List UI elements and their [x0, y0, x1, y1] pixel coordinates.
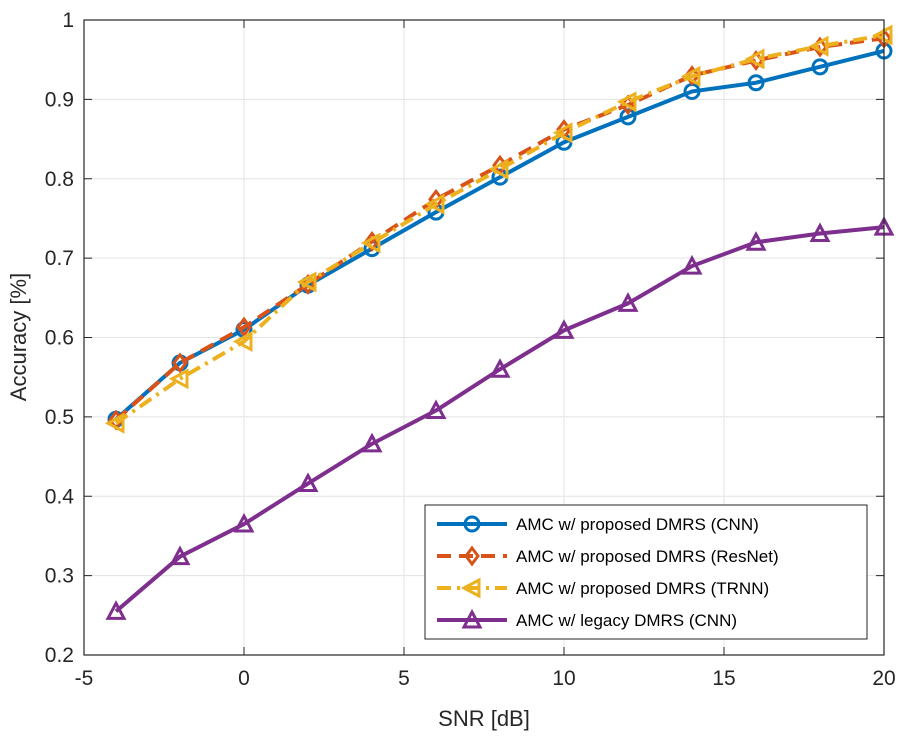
data-point — [745, 231, 767, 251]
y-tick-label: 0.7 — [45, 247, 74, 270]
series-layer — [104, 24, 895, 620]
legend-entry: AMC w/ legacy DMRS (CNN) — [437, 608, 737, 630]
data-point — [616, 91, 637, 113]
legend-label: AMC w/ legacy DMRS (CNN) — [516, 611, 737, 630]
legend-entry: AMC w/ proposed DMRS (CNN) — [437, 515, 759, 534]
x-tick-label: 5 — [398, 667, 410, 690]
axis-ticks — [83, 19, 885, 656]
x-tick-label: 10 — [552, 667, 575, 690]
x-tick-label: 20 — [872, 667, 895, 690]
data-point — [104, 412, 125, 434]
data-point — [681, 254, 703, 275]
data-point — [425, 399, 447, 420]
data-point — [361, 432, 383, 453]
legend-entry: AMC w/ proposed DMRS (TRNN) — [437, 577, 769, 599]
series-line — [114, 33, 885, 425]
x-tick-label: 0 — [238, 667, 250, 690]
data-point — [360, 232, 381, 254]
legend-marker — [460, 577, 481, 599]
y-tick-label: 0.8 — [45, 168, 74, 191]
legend-label: AMC w/ proposed DMRS (TRNN) — [516, 579, 769, 598]
data-point — [236, 316, 252, 338]
x-tick-label: -5 — [75, 667, 94, 690]
legend-marker — [464, 545, 480, 567]
series-3 — [105, 215, 895, 620]
data-point — [617, 292, 639, 312]
series-line — [114, 225, 885, 613]
data-point — [488, 158, 509, 180]
y-tick-label: 0.2 — [45, 644, 74, 667]
data-point — [808, 35, 829, 57]
data-point — [489, 358, 511, 378]
data-point — [811, 58, 829, 76]
data-point — [553, 319, 575, 339]
legend-marker — [463, 515, 481, 533]
legend-box — [424, 504, 868, 640]
data-point — [233, 512, 255, 533]
data-point — [168, 368, 189, 390]
x-tick-label: 15 — [712, 667, 735, 690]
y-tick-label: 0.9 — [45, 88, 74, 111]
legend-label: AMC w/ proposed DMRS (ResNet) — [516, 547, 779, 566]
data-point — [424, 193, 445, 215]
y-tick-label: 0.4 — [45, 485, 75, 508]
data-point — [296, 271, 317, 293]
data-point — [680, 65, 701, 87]
y-tick-label: 1 — [62, 9, 74, 32]
data-point — [619, 108, 637, 126]
y-axis-label: Accuracy [%] — [6, 273, 31, 401]
data-point — [105, 600, 127, 620]
legend-marker — [461, 608, 483, 629]
y-tick-label: 0.6 — [45, 327, 74, 350]
data-point — [744, 48, 765, 70]
data-point — [552, 122, 573, 144]
data-point — [169, 545, 191, 566]
data-point — [232, 330, 253, 352]
y-tick-label: 0.5 — [45, 406, 74, 429]
series-2 — [104, 24, 893, 434]
data-point — [297, 472, 319, 493]
legend: AMC w/ proposed DMRS (CNN) AMC w/ propose… — [424, 504, 868, 640]
x-axis-label: SNR [dB] — [438, 706, 530, 731]
legend-entry: AMC w/ proposed DMRS (ResNet) — [437, 545, 779, 567]
legend-label: AMC w/ proposed DMRS (CNN) — [516, 515, 759, 534]
data-point — [172, 352, 188, 374]
series-line — [114, 49, 885, 421]
data-point — [809, 222, 831, 243]
y-tick-label: 0.3 — [45, 565, 74, 588]
data-point — [747, 74, 765, 92]
tick-labels: -5 0 5 10 15 20 0.2 0.3 0.4 0.5 0.6 0.7 0.8 0.9 1 — [45, 9, 896, 690]
